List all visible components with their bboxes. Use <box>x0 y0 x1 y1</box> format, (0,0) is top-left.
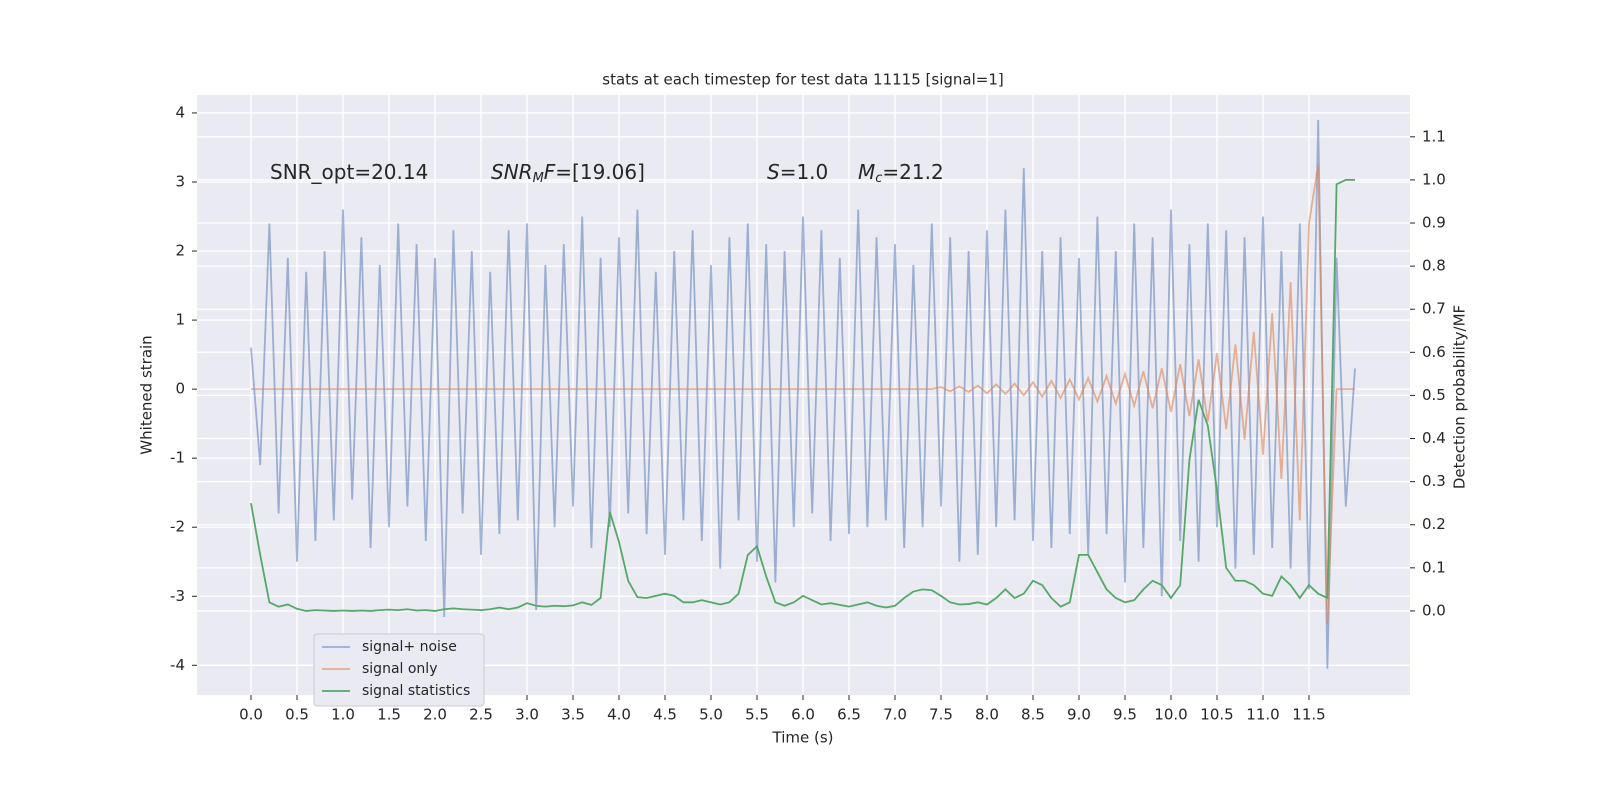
legend-box <box>313 633 485 707</box>
y2-tick-label: 1.1 <box>1422 127 1446 145</box>
x-tick-label: 2.0 <box>423 706 447 724</box>
x-tick-label: 10.0 <box>1154 706 1187 724</box>
y2-tick-label: 0.5 <box>1422 386 1446 404</box>
y-tick-label: 0 <box>175 380 185 398</box>
annotation-part: M <box>858 160 875 184</box>
legend-label: signal only <box>362 661 437 677</box>
y-tick-label: 4 <box>175 103 185 121</box>
annotation-part: SNR <box>491 160 533 184</box>
annotation-part: SNR_opt=20.14 <box>270 160 428 184</box>
y2-tick-label: 0.0 <box>1422 601 1446 619</box>
y2-tick-label: 0.3 <box>1422 472 1446 490</box>
x-tick-label: 5.0 <box>699 706 723 724</box>
x-tick-label: 9.5 <box>1113 706 1137 724</box>
series-line <box>251 164 1355 624</box>
y2-tick-label: 0.1 <box>1422 558 1446 576</box>
y-tick-label: -4 <box>170 656 185 674</box>
x-tick-label: 7.5 <box>929 706 953 724</box>
x-tick-label: 8.0 <box>975 706 999 724</box>
x-tick-label: 8.5 <box>1021 706 1045 724</box>
x-tick-label: 11.5 <box>1292 706 1325 724</box>
x-tick-label: 9.0 <box>1067 706 1091 724</box>
x-tick-label: 0.5 <box>285 706 309 724</box>
annotation-part: c <box>875 171 882 186</box>
annotation-part: =1.0 <box>780 160 829 184</box>
y-tick-label: 3 <box>175 172 185 190</box>
x-axis-label: Time (s) <box>772 729 834 747</box>
x-tick-label: 0.0 <box>239 706 263 724</box>
x-tick-label: 1.5 <box>377 706 401 724</box>
annotation-part: =[19.06] <box>555 160 645 184</box>
y-tick-label: 1 <box>175 311 185 329</box>
annotation: SNR_opt=20.14 <box>270 160 428 184</box>
annotation-part: M <box>533 171 544 186</box>
y-tick-label: -3 <box>170 587 185 605</box>
y2-tick-label: 0.7 <box>1422 300 1446 318</box>
y-tick-label: -2 <box>170 518 185 536</box>
y2-tick-label: 1.0 <box>1422 170 1446 188</box>
y2-axis-label: Detection probability/MF <box>1451 305 1469 489</box>
y2-tick-label: 0.6 <box>1422 343 1446 361</box>
chart-title: stats at each timestep for test data 111… <box>602 71 1003 89</box>
y-tick-label: -1 <box>170 449 185 467</box>
x-tick-label: 1.0 <box>331 706 355 724</box>
y2-tick-label: 0.8 <box>1422 257 1446 275</box>
y2-tick-label: 0.9 <box>1422 214 1446 232</box>
x-tick-label: 3.5 <box>561 706 585 724</box>
y-axis-label: Whitened strain <box>138 335 156 454</box>
x-tick-label: 2.5 <box>469 706 493 724</box>
annotation-part: F <box>544 160 556 184</box>
y2-tick-label: 0.4 <box>1422 429 1446 447</box>
legend-label: signal statistics <box>362 683 470 699</box>
y-tick-label: 2 <box>175 242 185 260</box>
x-tick-label: 11.0 <box>1246 706 1279 724</box>
annotation-part: =21.2 <box>882 160 943 184</box>
legend-label: signal+ noise <box>362 639 457 655</box>
x-tick-label: 6.0 <box>791 706 815 724</box>
x-tick-label: 4.5 <box>653 706 677 724</box>
x-tick-label: 5.5 <box>745 706 769 724</box>
x-tick-label: 6.5 <box>837 706 861 724</box>
x-tick-label: 10.5 <box>1200 706 1233 724</box>
annotation: S=1.0 <box>767 160 828 184</box>
x-tick-label: 4.0 <box>607 706 631 724</box>
y2-tick-label: 0.2 <box>1422 515 1446 533</box>
series-line <box>250 179 1355 612</box>
x-tick-label: 3.0 <box>515 706 539 724</box>
series-line <box>250 119 1356 669</box>
annotation-part: S <box>767 160 780 184</box>
annotation: Mc=21.2 <box>858 160 944 186</box>
annotation: SNRMF=[19.06] <box>491 160 645 186</box>
x-tick-label: 7.0 <box>883 706 907 724</box>
